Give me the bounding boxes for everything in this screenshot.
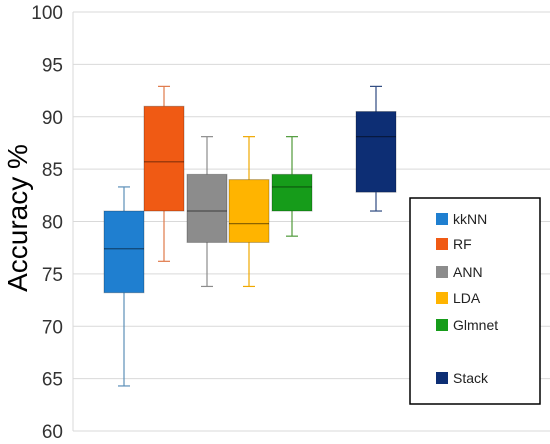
legend-swatch [436,319,448,331]
y-axis-ticks: 60 65 70 75 80 85 90 95 100 [31,3,63,443]
legend-label: kkNN [453,211,487,227]
legend-item-kknn: kkNN [436,211,487,227]
legend-label: Glmnet [453,317,498,333]
box-ann [186,136,228,288]
y-tick-label: 75 [42,265,63,286]
legend-swatch [436,292,448,304]
y-tick-label: 90 [42,108,63,129]
iqr-box [355,111,397,193]
box-stack [355,85,397,212]
legend-item-stack: Stack [436,370,489,386]
y-tick-label: 95 [42,55,63,76]
box-lda [228,136,270,288]
boxes [103,85,397,387]
legend-swatch [436,213,448,225]
y-tick-label: 80 [42,213,63,234]
iqr-box [271,173,313,212]
box-kknn [103,186,145,387]
legend-label: ANN [453,264,483,280]
legend-label: LDA [453,290,481,306]
legend-items: kkNN RF ANN LDA Glmnet Stack [436,211,498,386]
legend-swatch [436,238,448,250]
legend-frame [409,197,541,405]
legend-item-glmnet: Glmnet [436,317,498,333]
y-axis-label: Accuracy % [2,144,33,292]
y-tick-label: 70 [42,317,63,338]
iqr-box [228,179,270,243]
box-glmnet [271,136,313,237]
y-tick-label: 60 [42,422,63,443]
y-tick-label: 100 [31,3,63,24]
iqr-box [103,210,145,294]
iqr-box [186,173,228,243]
legend-item-rf: RF [436,236,472,252]
legend-label: RF [453,236,472,252]
legend-swatch [436,372,448,384]
legend: kkNN RF ANN LDA Glmnet Stack [409,197,541,405]
iqr-box [143,105,185,212]
legend-item-ann: ANN [436,264,483,280]
legend-label: Stack [453,370,489,386]
legend-item-lda: LDA [436,290,481,306]
legend-swatch [436,266,448,278]
box-rf [143,85,185,262]
y-tick-label: 85 [42,160,63,181]
y-tick-label: 65 [42,370,63,391]
